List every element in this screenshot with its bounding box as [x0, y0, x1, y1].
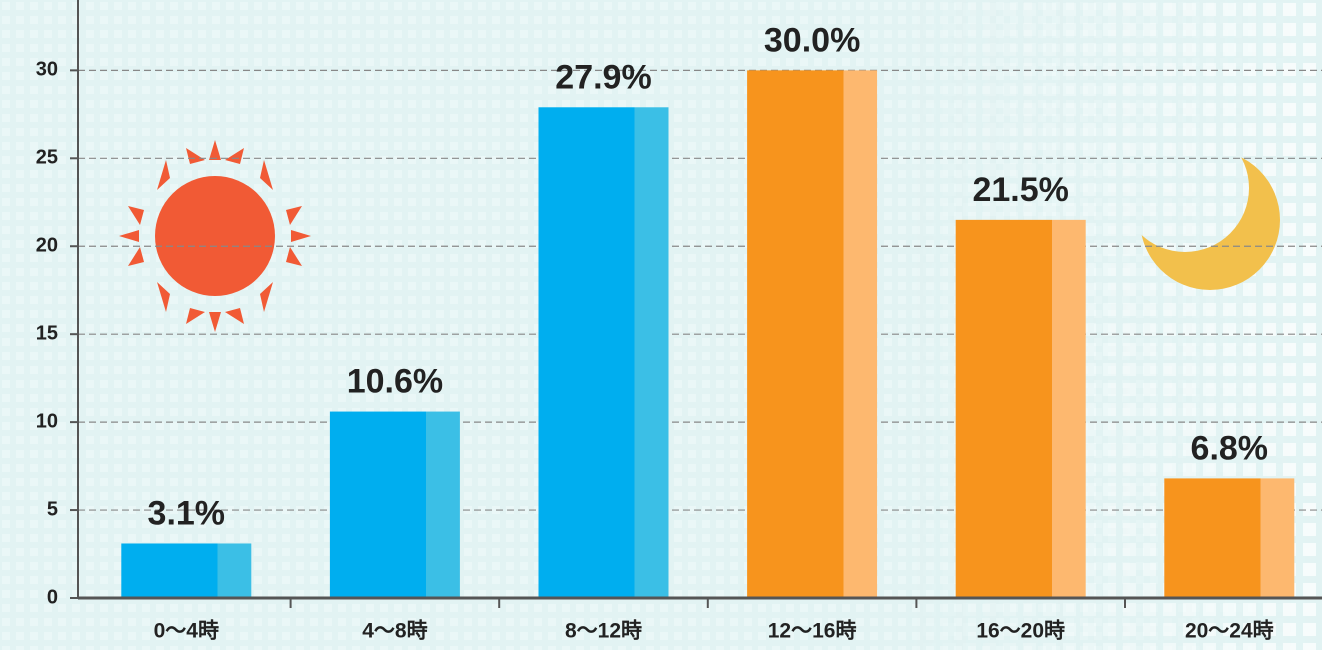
y-tick-label: 20	[36, 235, 58, 257]
x-tick-label: 20〜24時	[1185, 619, 1274, 643]
x-tick-label: 8〜12時	[565, 619, 642, 643]
x-tick-label: 16〜20時	[976, 619, 1065, 643]
value-label: 6.8%	[1191, 429, 1269, 467]
x-tick-label: 12〜16時	[768, 619, 857, 643]
bar	[955, 219, 1086, 598]
bar	[538, 107, 669, 598]
bar	[1164, 478, 1295, 598]
y-tick-label: 5	[47, 498, 58, 520]
y-tick-label: 10	[36, 410, 58, 432]
sun-icon	[119, 140, 311, 332]
y-tick-label: 15	[36, 322, 58, 344]
moon-icon	[1140, 150, 1280, 290]
value-label: 27.9%	[555, 58, 651, 96]
bar	[121, 543, 252, 598]
y-tick-label: 0	[47, 586, 58, 608]
value-label: 3.1%	[148, 494, 226, 532]
value-label: 21.5%	[972, 171, 1068, 209]
y-tick-label: 25	[36, 147, 58, 169]
y-tick-label: 30	[36, 59, 58, 81]
bar	[747, 70, 878, 598]
bar	[329, 411, 460, 598]
value-label: 30.0%	[764, 21, 860, 59]
value-label: 10.6%	[347, 363, 443, 401]
x-tick-label: 0〜4時	[154, 619, 219, 643]
x-tick-label: 4〜8時	[362, 619, 427, 643]
